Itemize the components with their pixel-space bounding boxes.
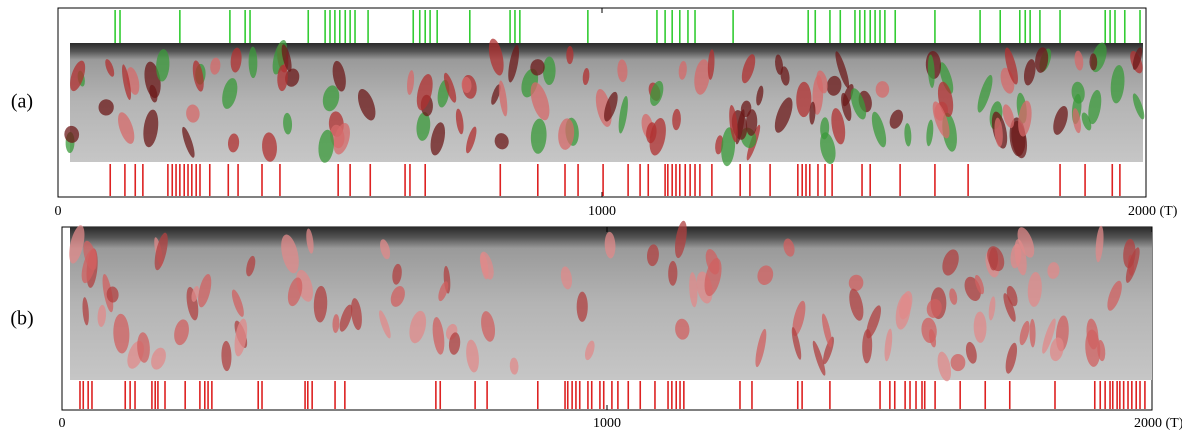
panel-label: (a): [11, 91, 33, 113]
panel-label: (b): [10, 308, 33, 330]
image-blob: [951, 354, 966, 371]
x-tick-label: 0: [59, 416, 66, 431]
x-tick-label: 1000: [588, 204, 616, 219]
figure: (a) (b) 0 1000 2000 (T) 0 1000 2000 (T): [0, 0, 1182, 436]
x-tick-label: 2000 (T): [1128, 204, 1178, 219]
image-blob: [577, 292, 588, 322]
x-tick-label: 0: [55, 204, 62, 219]
x-tick-label: 2000 (T): [1134, 416, 1182, 431]
x-tick-label: 1000: [593, 416, 621, 431]
